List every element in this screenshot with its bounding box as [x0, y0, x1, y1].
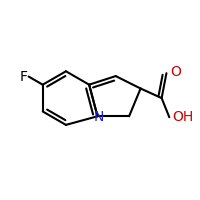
Text: OH: OH [172, 110, 193, 124]
Text: N: N [93, 110, 104, 124]
Text: F: F [20, 70, 28, 84]
Text: O: O [170, 65, 181, 79]
